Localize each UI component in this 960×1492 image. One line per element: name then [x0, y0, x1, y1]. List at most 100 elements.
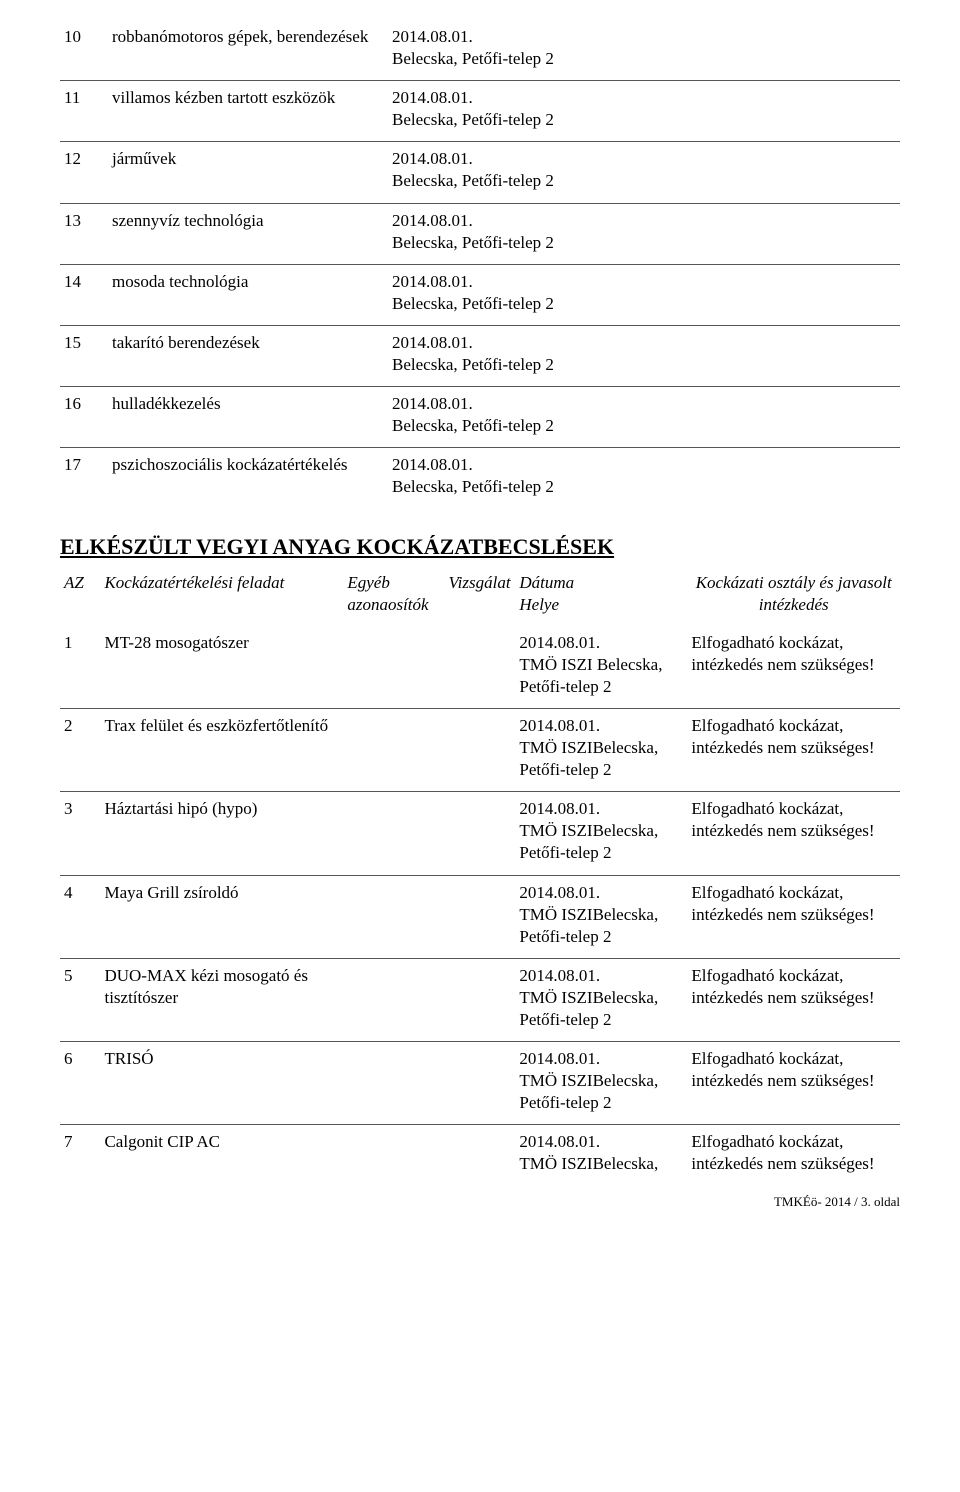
row-loc-text: TMÖ ISZI Belecska, Petőfi-telep 2 [519, 655, 662, 696]
row-loc-text: Belecska, Petőfi-telep 2 [392, 171, 554, 190]
row-date-text: 2014.08.01. [392, 88, 473, 107]
row-blank [588, 448, 900, 509]
row-risk: Elfogadható kockázat,intézkedés nem szük… [687, 875, 900, 958]
header-datuma-helye: Dátuma Helye [515, 566, 687, 626]
row-risk-line2: intézkedés nem szükséges! [691, 821, 874, 840]
row-other [343, 958, 444, 1041]
row-risk: Elfogadható kockázat, intézkedés nem szük… [687, 626, 900, 709]
row-other [343, 875, 444, 958]
row-date-text: 2014.08.01. [392, 272, 473, 291]
row-number: 13 [60, 203, 108, 264]
row-risk-line1: Elfogadható kockázat, [691, 966, 843, 985]
row-risk: Elfogadható kockázat,intézkedés nem szük… [687, 708, 900, 791]
row-vizsgalat [445, 958, 516, 1041]
row-task: szennyvíz technológia [108, 203, 388, 264]
row-date-loc: 2014.08.01.Belecska, Petőfi-telep 2 [388, 203, 588, 264]
row-blank [588, 325, 900, 386]
row-date-text: 2014.08.01. [392, 394, 473, 413]
row-risk-line2: intézkedés nem szükséges! [691, 655, 874, 674]
row-blank [588, 387, 900, 448]
row-blank [588, 203, 900, 264]
row-risk-line1: Elfogadható kockázat, [691, 883, 843, 902]
table-row: 5DUO-MAX kézi mosogató és tisztítószer20… [60, 958, 900, 1041]
table-row: 12járművek2014.08.01. Belecska, Petőfi-te… [60, 142, 900, 203]
row-number: 4 [60, 875, 100, 958]
row-date-loc: 2014.08.01. TMÖ ISZIBelecska, Petőfi-tele… [515, 708, 687, 791]
row-task: MT-28 mosogatószer [100, 626, 343, 709]
row-loc-text: TMÖ ISZIBelecska, [519, 1154, 658, 1173]
table2-header-row: AZ Kockázatértékelési feladat Egyéb azon… [60, 566, 900, 626]
row-date-text: 2014.08.01. [392, 27, 473, 46]
row-risk-line1: Elfogadható kockázat, [691, 1132, 843, 1151]
row-task: Calgonit CIP AC [100, 1125, 343, 1186]
row-task: mosoda technológia [108, 264, 388, 325]
row-number: 14 [60, 264, 108, 325]
row-number: 16 [60, 387, 108, 448]
row-date-text: 2014.08.01. [519, 716, 600, 735]
row-other [343, 1042, 444, 1125]
row-task: villamos kézben tartott eszközök [108, 81, 388, 142]
row-loc-text: Belecska, Petőfi-telep 2 [392, 355, 554, 374]
row-risk-line1: Elfogadható kockázat, [691, 799, 843, 818]
row-loc-text: TMÖ ISZIBelecska, Petőfi-telep 2 [519, 1071, 658, 1112]
row-number: 11 [60, 81, 108, 142]
row-date-loc: 2014.08.01. TMÖ ISZI Belecska, Petőfi-tel… [515, 626, 687, 709]
row-risk-line1: Elfogadható kockázat, [691, 633, 843, 652]
row-number: 7 [60, 1125, 100, 1186]
row-date-loc: 2014.08.01.Belecska, Petőfi-telep 2 [388, 20, 588, 81]
row-vizsgalat [445, 1125, 516, 1186]
table-row: 7Calgonit CIP AC 2014.08.01.TMÖ ISZIBelec… [60, 1125, 900, 1186]
table-row: 16hulladékkezelés2014.08.01. Belecska, Pe… [60, 387, 900, 448]
row-task: hulladékkezelés [108, 387, 388, 448]
row-date-text: 2014.08.01. [519, 633, 600, 652]
row-risk-line2: intézkedés nem szükséges! [691, 1154, 874, 1173]
row-date-loc: 2014.08.01. TMÖ ISZIBelecska, Petőfi-tele… [515, 792, 687, 875]
row-loc-text: TMÖ ISZIBelecska, Petőfi-telep 2 [519, 738, 658, 779]
row-risk: Elfogadható kockázat,intézkedés nem szük… [687, 958, 900, 1041]
section-heading: ELKÉSZÜLT VEGYI ANYAG KOCKÁZATBECSLÉSEK [60, 534, 900, 560]
row-blank [588, 81, 900, 142]
row-risk-line2: intézkedés nem szükséges! [691, 1071, 874, 1090]
row-loc-text: Belecska, Petőfi-telep 2 [392, 294, 554, 313]
row-number: 17 [60, 448, 108, 509]
row-date-loc: 2014.08.01.TMÖ ISZIBelecska, Petőfi-tele… [515, 958, 687, 1041]
row-number: 12 [60, 142, 108, 203]
row-date-loc: 2014.08.01. Belecska, Petőfi-telep 2 [388, 142, 588, 203]
row-date-loc: 2014.08.01.TMÖ ISZIBelecska, Petőfi-tele… [515, 1042, 687, 1125]
row-number: 1 [60, 626, 100, 709]
table-row: 4Maya Grill zsíroldó2014.08.01.TMÖ ISZIB… [60, 875, 900, 958]
table-row: 1MT-28 mosogatószer 2014.08.01. TMÖ ISZI B… [60, 626, 900, 709]
row-task: járművek [108, 142, 388, 203]
table-row: 2Trax felület és eszközfertőtlenítő2014.… [60, 708, 900, 791]
row-date-loc: 2014.08.01. Belecska, Petőfi-telep 2 [388, 387, 588, 448]
table-row: 10robbanómotoros gépek, berendezések2014… [60, 20, 900, 81]
row-loc-text: TMÖ ISZIBelecska, Petőfi-telep 2 [519, 905, 658, 946]
header-egyeb: Egyéb azonaosítók [343, 566, 444, 626]
row-other [343, 626, 444, 709]
row-date-loc: 2014.08.01. Belecska, Petőfi-telep 2 [388, 264, 588, 325]
table-row: 3Háztartási hipó (hypo)2014.08.01.TMÖ IS… [60, 792, 900, 875]
table-row: 14mosoda technológia2014.08.01. Belecska,… [60, 264, 900, 325]
row-task: takarító berendezések [108, 325, 388, 386]
row-loc-text: TMÖ ISZIBelecska, Petőfi-telep 2 [519, 988, 658, 1029]
row-date-text: 2014.08.01. [392, 149, 473, 168]
row-loc-text: TMÖ ISZIBelecska, Petőfi-telep 2 [519, 821, 658, 862]
row-risk-line1: Elfogadható kockázat, [691, 1049, 843, 1068]
row-number: 10 [60, 20, 108, 81]
row-other [343, 708, 444, 791]
row-date-loc: 2014.08.01.TMÖ ISZIBelecska, [515, 1125, 687, 1186]
table-row: 6TRISÓ2014.08.01.TMÖ ISZIBelecska, Petőf… [60, 1042, 900, 1125]
row-number: 15 [60, 325, 108, 386]
row-risk-line2: intézkedés nem szükséges! [691, 738, 874, 757]
row-blank [588, 142, 900, 203]
row-loc-text: Belecska, Petőfi-telep 2 [392, 477, 554, 496]
row-blank [588, 20, 900, 81]
row-task: robbanómotoros gépek, berendezések [108, 20, 388, 81]
row-date-text: 2014.08.01. [519, 799, 600, 818]
row-vizsgalat [445, 1042, 516, 1125]
header-az: AZ [60, 566, 100, 626]
risk-table-2: AZ Kockázatértékelési feladat Egyéb azon… [60, 566, 900, 1186]
row-date-loc: 2014.08.01.Belecska, Petőfi-telep 2 [388, 325, 588, 386]
row-date-loc: 2014.08.01.TMÖ ISZIBelecska, Petőfi-tele… [515, 875, 687, 958]
row-loc-text: Belecska, Petőfi-telep 2 [392, 416, 554, 435]
